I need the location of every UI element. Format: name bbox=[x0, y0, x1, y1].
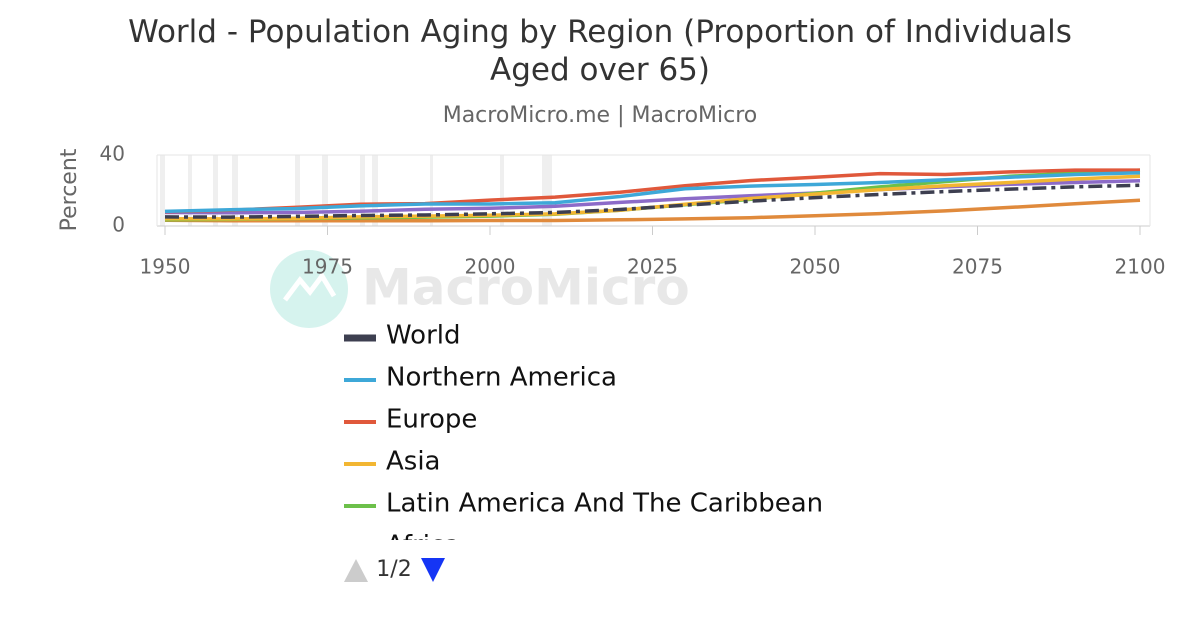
x-tick-label: 2050 bbox=[790, 255, 841, 279]
series-line bbox=[164, 171, 1141, 214]
watermark-text: MacroMicro bbox=[362, 259, 690, 317]
chart-title: World - Population Aging by Region (Prop… bbox=[128, 14, 1072, 88]
x-tick-label: 1950 bbox=[140, 255, 191, 279]
legend-label[interactable]: Africa bbox=[386, 531, 460, 561]
legend-next[interactable] bbox=[421, 558, 445, 582]
y-tick-label: 40 bbox=[100, 142, 125, 166]
x-tick-label: 2075 bbox=[952, 255, 1003, 279]
legend-label[interactable]: World bbox=[386, 321, 461, 351]
background-bands bbox=[160, 155, 552, 226]
x-tick-label: 2025 bbox=[627, 255, 678, 279]
legend-label[interactable]: Europe bbox=[386, 405, 477, 435]
series-line bbox=[164, 198, 1141, 223]
plot-area: 0 40 1950 1975 2000 2025 2050 2075 2100 bbox=[100, 142, 1166, 279]
x-tick-label: 2000 bbox=[465, 255, 516, 279]
legend-prev[interactable] bbox=[344, 559, 368, 582]
legend: World Northern America Europe Asia Latin Ame… bbox=[344, 321, 823, 561]
legend-label[interactable]: Latin America And The Caribbean bbox=[386, 489, 823, 519]
y-axis-label: Percent bbox=[57, 148, 82, 231]
legend-label[interactable]: Asia bbox=[386, 447, 441, 477]
chart-subtitle: MacroMicro.me | MacroMicro bbox=[443, 103, 758, 128]
x-tick-label: 1975 bbox=[302, 255, 353, 279]
series-line bbox=[164, 183, 1141, 219]
x-tick-label: 2100 bbox=[1115, 255, 1166, 279]
legend-page: 1/2 bbox=[376, 557, 411, 582]
watermark: MacroMicro bbox=[270, 250, 690, 328]
y-tick-label: 0 bbox=[112, 213, 125, 237]
legend-label[interactable]: Northern America bbox=[386, 363, 617, 393]
